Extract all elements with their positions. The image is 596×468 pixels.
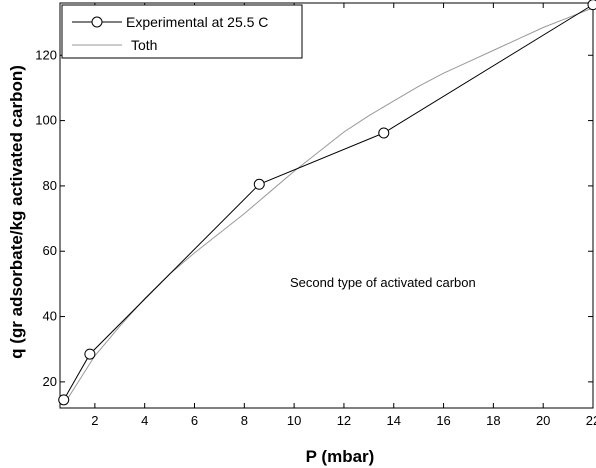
x-tick-label: 2 xyxy=(91,413,98,428)
data-point-experimental xyxy=(378,127,390,139)
x-tick-label: 10 xyxy=(287,413,301,428)
series-layer xyxy=(58,0,596,406)
x-tick-label: 8 xyxy=(241,413,248,428)
legend: Experimental at 25.5 C Toth xyxy=(61,4,303,59)
x-axis-title: P (mbar) xyxy=(306,447,375,466)
y-axis-title: q (gr adsorbate/kg activated carbon) xyxy=(7,65,26,359)
x-tick-label: 22 xyxy=(586,413,596,428)
data-point-experimental xyxy=(84,348,96,360)
x-tick-label: 16 xyxy=(436,413,450,428)
legend-label-experimental: Experimental at 25.5 C xyxy=(126,14,268,30)
x-tick-label: 14 xyxy=(387,413,401,428)
x-tick-label: 6 xyxy=(191,413,198,428)
data-point-experimental xyxy=(587,0,596,11)
chart-annotation: Second type of activated carbon xyxy=(290,275,476,290)
y-tick-label: 20 xyxy=(43,374,57,389)
y-axis-ticks: 20 40 60 80 100 120 xyxy=(35,47,593,389)
legend-box xyxy=(61,4,303,59)
x-tick-label: 12 xyxy=(337,413,351,428)
y-tick-label: 40 xyxy=(43,309,57,324)
plot-area xyxy=(59,2,594,409)
x-tick-label: 18 xyxy=(486,413,500,428)
x-tick-label: 20 xyxy=(536,413,550,428)
y-tick-label: 100 xyxy=(35,113,57,128)
data-point-experimental xyxy=(253,178,265,190)
y-tick-label: 80 xyxy=(43,178,57,193)
x-tick-label: 4 xyxy=(141,413,148,428)
y-tick-label: 120 xyxy=(35,47,57,62)
y-tick-label: 60 xyxy=(43,243,57,258)
legend-label-toth: Toth xyxy=(131,37,157,53)
legend-marker-experimental xyxy=(91,16,103,28)
x-axis-ticks: 2 4 6 8 10 12 14 16 18 20 22 xyxy=(91,3,596,428)
data-point-experimental xyxy=(58,394,70,406)
series-line-toth xyxy=(63,7,594,406)
